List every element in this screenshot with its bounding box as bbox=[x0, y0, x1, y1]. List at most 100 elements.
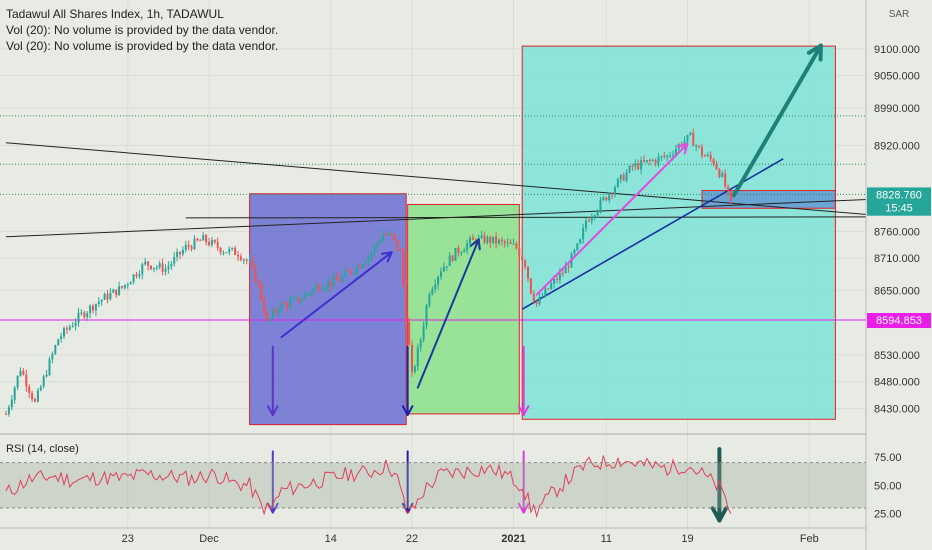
candle-body bbox=[63, 328, 65, 337]
candle-body bbox=[387, 233, 390, 235]
candle-body bbox=[698, 145, 701, 147]
candle-body bbox=[506, 242, 509, 244]
candle-body bbox=[576, 243, 579, 251]
price-tick-label: 8480.000 bbox=[874, 377, 920, 389]
candle-body bbox=[390, 233, 393, 235]
candle-body bbox=[614, 187, 616, 195]
candle-body bbox=[721, 173, 724, 177]
price-tag-label: 8594.853 bbox=[876, 315, 922, 327]
price-tick-label: 8530.000 bbox=[874, 350, 920, 362]
candle-body bbox=[637, 163, 640, 170]
axis-background bbox=[866, 0, 932, 550]
candle-body bbox=[413, 366, 416, 372]
candle-body bbox=[582, 228, 585, 240]
candle-body bbox=[97, 301, 100, 305]
time-tick-label: 11 bbox=[601, 533, 612, 545]
rsi-line bbox=[5, 455, 732, 519]
candle-body bbox=[208, 242, 210, 246]
time-axis[interactable]: 23 Dec 14 22 2021 11 19 Feb bbox=[0, 527, 866, 545]
price-tag bbox=[867, 313, 931, 329]
price-tick-label: 9050.000 bbox=[874, 71, 920, 83]
candle-body bbox=[538, 296, 541, 304]
candle-body bbox=[297, 297, 300, 302]
candle-body bbox=[469, 237, 471, 244]
candle-body bbox=[411, 344, 413, 372]
candle-body bbox=[489, 237, 492, 243]
candle-body bbox=[532, 293, 535, 302]
trend-arrow bbox=[535, 142, 689, 296]
time-tick-label: 2021 bbox=[501, 533, 525, 545]
candle-body bbox=[45, 375, 48, 377]
candle-body bbox=[152, 267, 155, 270]
candle-body bbox=[434, 284, 437, 289]
candle-body bbox=[332, 276, 335, 286]
candle-body bbox=[16, 375, 19, 388]
rsi-down-arrow-head bbox=[517, 502, 525, 514]
candle-body bbox=[573, 250, 576, 254]
candle-body bbox=[567, 266, 570, 268]
candle-body bbox=[660, 156, 663, 158]
candle-body bbox=[547, 288, 550, 290]
candle-body bbox=[312, 288, 315, 293]
candle-body bbox=[524, 260, 527, 267]
candle-body bbox=[106, 293, 109, 300]
candle-body bbox=[115, 289, 118, 296]
candle-body bbox=[210, 240, 213, 246]
candle-body bbox=[353, 273, 355, 275]
candle-body bbox=[445, 266, 448, 268]
candle-body bbox=[338, 279, 341, 282]
candle-body bbox=[173, 256, 176, 264]
candle-body bbox=[666, 155, 669, 158]
candle-body bbox=[370, 253, 373, 257]
time-tick-label: Feb bbox=[800, 533, 819, 545]
candle-body bbox=[471, 237, 474, 240]
candle-body bbox=[187, 245, 190, 247]
trend-arrow-head bbox=[676, 142, 689, 148]
candle-body bbox=[271, 310, 274, 318]
candle-body bbox=[239, 256, 242, 261]
candle-body bbox=[344, 271, 347, 277]
candle-body bbox=[486, 237, 489, 243]
candle-body bbox=[248, 259, 251, 261]
price-tick-label: 8760.000 bbox=[874, 226, 920, 238]
candle-body bbox=[440, 271, 442, 277]
symbol-title[interactable]: Tadawul All Shares Index, 1h, TADAWUL bbox=[6, 7, 224, 21]
candle-body bbox=[437, 276, 440, 285]
time-tick-label: Dec bbox=[199, 533, 219, 545]
price-tick-label: 9100.000 bbox=[874, 44, 920, 56]
trend-arrow-head bbox=[380, 251, 393, 255]
price-tick-label: 8920.000 bbox=[874, 140, 920, 152]
candle-body bbox=[51, 353, 54, 360]
candle-body bbox=[495, 236, 498, 244]
candle-body bbox=[657, 156, 660, 164]
candle-body bbox=[625, 172, 628, 181]
candle-body bbox=[60, 336, 63, 340]
candle-body bbox=[602, 197, 605, 200]
candle-body bbox=[28, 386, 31, 393]
candle-body bbox=[242, 259, 245, 261]
price-down-arrow-head bbox=[401, 405, 409, 416]
candle-body bbox=[558, 272, 561, 280]
candle-body bbox=[422, 325, 425, 340]
candle-body bbox=[42, 376, 45, 387]
candle-body bbox=[184, 245, 187, 250]
candle-body bbox=[5, 413, 7, 415]
price-axis[interactable]: SAR 9100.000 9050.000 8990.000 8920.000 8760.… bbox=[865, 0, 932, 550]
candle-body bbox=[561, 272, 564, 274]
candle-body bbox=[86, 313, 89, 318]
candle-body bbox=[529, 278, 532, 294]
candle-body bbox=[674, 149, 677, 155]
candle-body bbox=[706, 154, 709, 156]
candle-body bbox=[263, 299, 266, 314]
candle-body bbox=[158, 263, 161, 268]
price-tick-label: 8990.000 bbox=[874, 103, 920, 115]
candle-body bbox=[179, 251, 181, 255]
candle-body bbox=[318, 285, 321, 290]
candle-body bbox=[268, 317, 271, 320]
candle-body bbox=[123, 284, 126, 288]
candle-body bbox=[480, 235, 483, 238]
candle-body bbox=[350, 271, 353, 274]
candle-body bbox=[245, 259, 248, 261]
candle-body bbox=[355, 265, 358, 274]
